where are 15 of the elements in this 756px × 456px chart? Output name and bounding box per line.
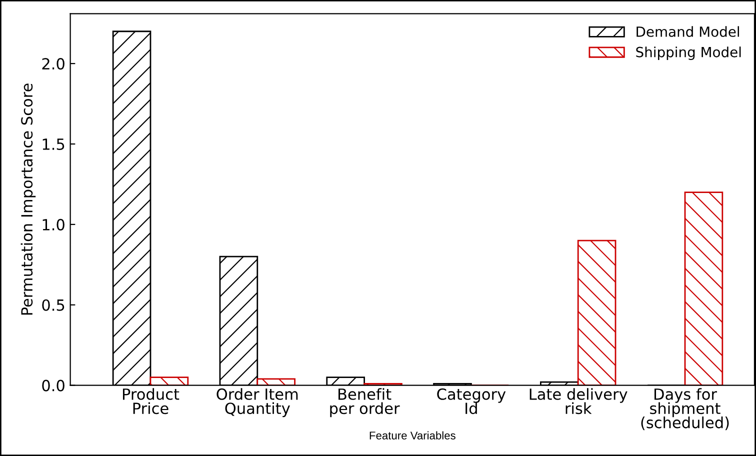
x-tick-label: Days for shipment (scheduled)	[641, 388, 729, 430]
y-axis-title: Permutation Importance Score	[20, 84, 36, 315]
legend-label: Demand Model	[636, 26, 739, 37]
y-tick-label: 0.0	[42, 380, 64, 392]
y-tick-label: 0.5	[42, 299, 64, 311]
x-tick-label: Product Price	[122, 388, 180, 414]
legend-label: Shipping Model	[636, 46, 741, 60]
y-tick-label: 1.5	[42, 138, 64, 150]
x-tick-label: Late delivery risk	[530, 388, 628, 414]
x-tick-label: Order Item Quantity	[216, 388, 298, 418]
x-axis-title: Feature Variables	[370, 431, 456, 440]
x-tick-label: Category Id	[437, 388, 506, 414]
x-tick-label: Benefit per order	[330, 388, 400, 418]
y-tick-label: 2.0	[42, 58, 64, 70]
y-tick-label: 1.0	[42, 218, 64, 230]
